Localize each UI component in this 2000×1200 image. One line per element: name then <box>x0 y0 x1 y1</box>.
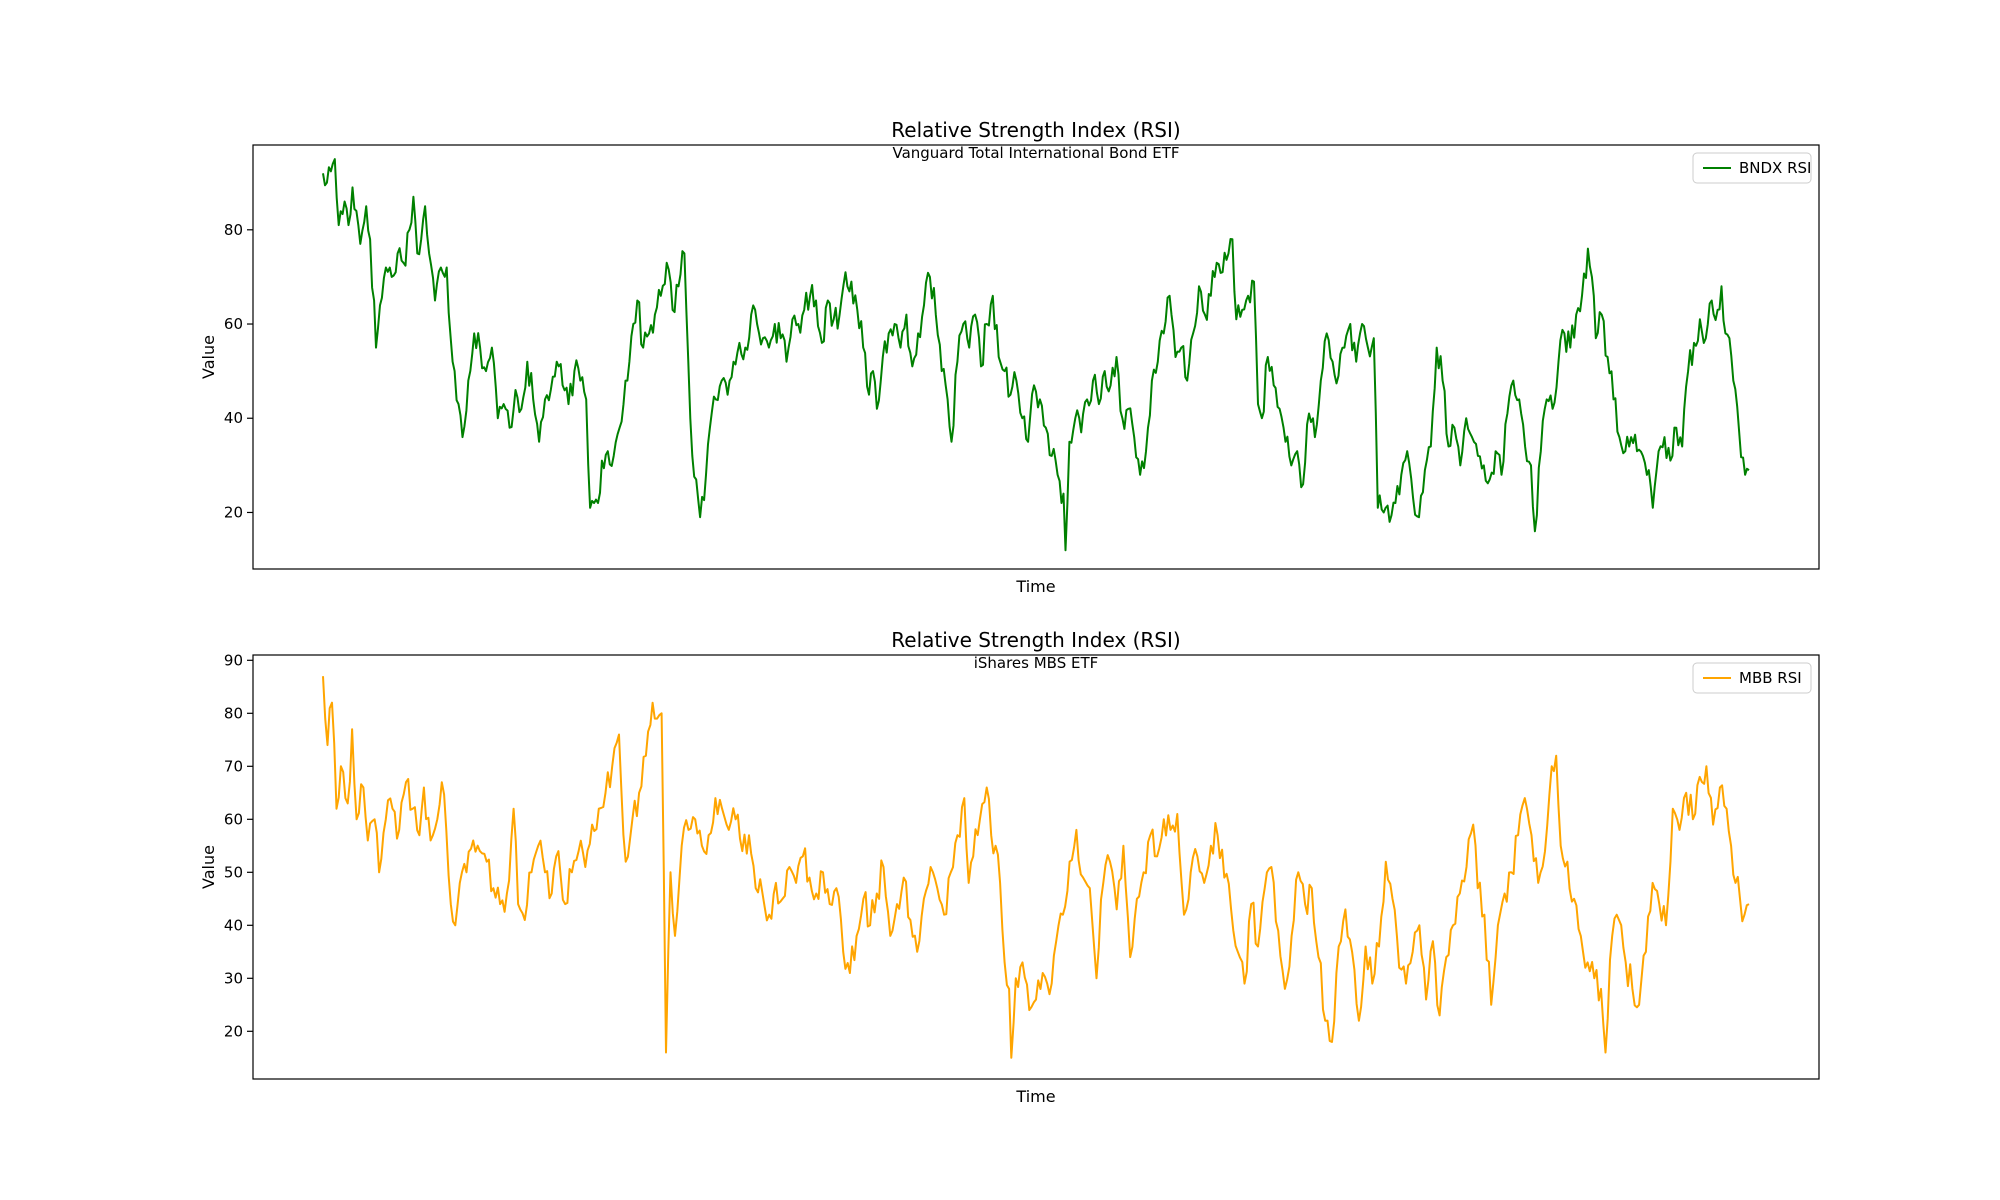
legend-box-1 <box>1692 152 1812 184</box>
y-tick-label-2-20: 20 <box>224 1022 243 1040</box>
y-tick-label-2-60: 60 <box>224 810 243 828</box>
x-axis-label-2: Time <box>1015 1087 1055 1106</box>
series-line-1 <box>322 158 1750 552</box>
y-tick-label-1-60: 60 <box>224 315 243 333</box>
legend-label-1: BNDX RSI <box>1739 159 1811 177</box>
plot-frame-2 <box>252 654 1820 1080</box>
y-tick-label-2-30: 30 <box>224 969 243 987</box>
y-tick-label-1-80: 80 <box>224 221 243 239</box>
y-axis-label-2: Value <box>199 845 218 889</box>
plot-frame-1 <box>252 144 1820 570</box>
chart-subtitle-2: iShares MBS ETF <box>974 654 1099 672</box>
y-tick-label-2-90: 90 <box>224 651 243 669</box>
y-tick-label-2-70: 70 <box>224 757 243 775</box>
y-tick-label-1-40: 40 <box>224 409 243 427</box>
chart-subtitle-1: Vanguard Total International Bond ETF <box>892 144 1179 162</box>
series-line-2 <box>322 676 1750 1059</box>
y-tick-label-2-50: 50 <box>224 863 243 881</box>
y-tick-label-1-20: 20 <box>224 503 243 521</box>
x-axis-label-1: Time <box>1015 577 1055 596</box>
legend-box-2 <box>1692 662 1812 694</box>
chart-title-2: Relative Strength Index (RSI) <box>891 628 1180 652</box>
y-tick-label-2-40: 40 <box>224 916 243 934</box>
chart-title-1: Relative Strength Index (RSI) <box>891 118 1180 142</box>
y-axis-label-1: Value <box>199 335 218 379</box>
y-tick-label-2-80: 80 <box>224 704 243 722</box>
legend-label-2: MBB RSI <box>1739 669 1802 687</box>
